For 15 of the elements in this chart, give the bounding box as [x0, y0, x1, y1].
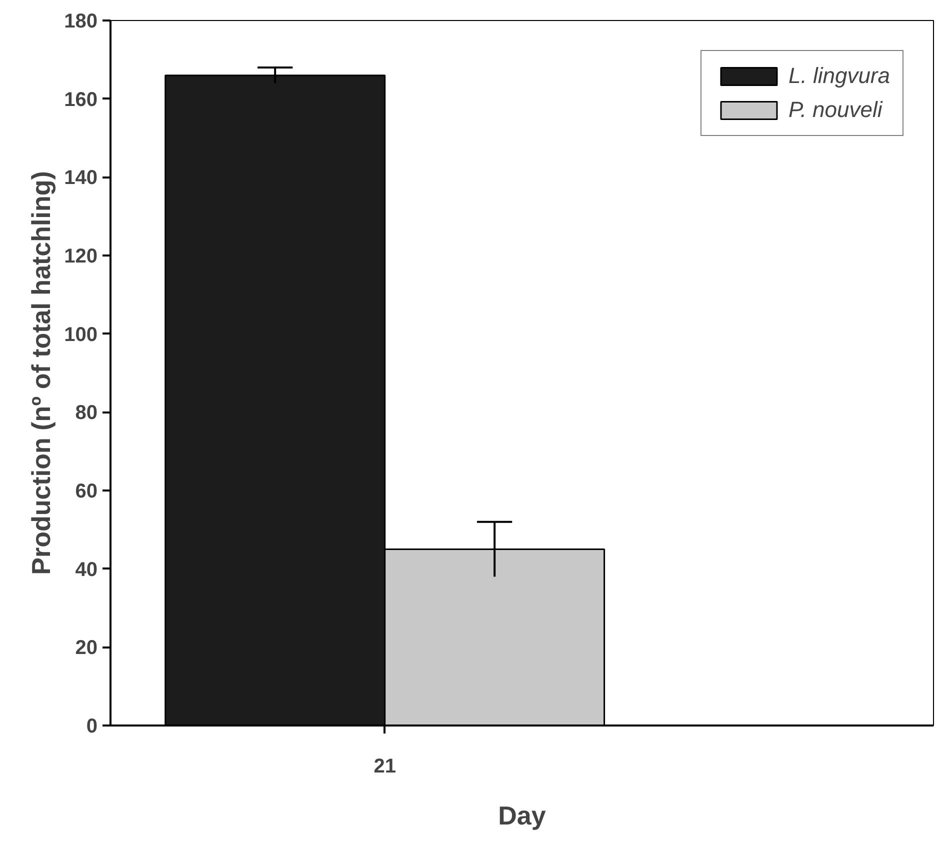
- legend-label: L. lingvura: [788, 63, 890, 89]
- y-tick-label: 20: [75, 637, 98, 660]
- y-axis-title: Production (nº of total hatchling): [26, 171, 56, 575]
- x-axis-title: Day: [498, 800, 546, 830]
- y-tick-label: 100: [64, 324, 98, 346]
- y-tick-label: 40: [75, 558, 98, 581]
- y-tick-label: 140: [64, 167, 98, 190]
- y-tick-label: 180: [64, 10, 98, 32]
- y-tick-label: 160: [64, 88, 98, 111]
- x-tick-label: 21: [374, 756, 396, 778]
- legend-label: P. nouveli: [788, 97, 882, 123]
- y-tick-label: 120: [64, 246, 98, 268]
- y-tick-label: 60: [75, 480, 98, 502]
- y-tick-label: 80: [75, 402, 98, 424]
- y-tick-label: 0: [86, 716, 98, 738]
